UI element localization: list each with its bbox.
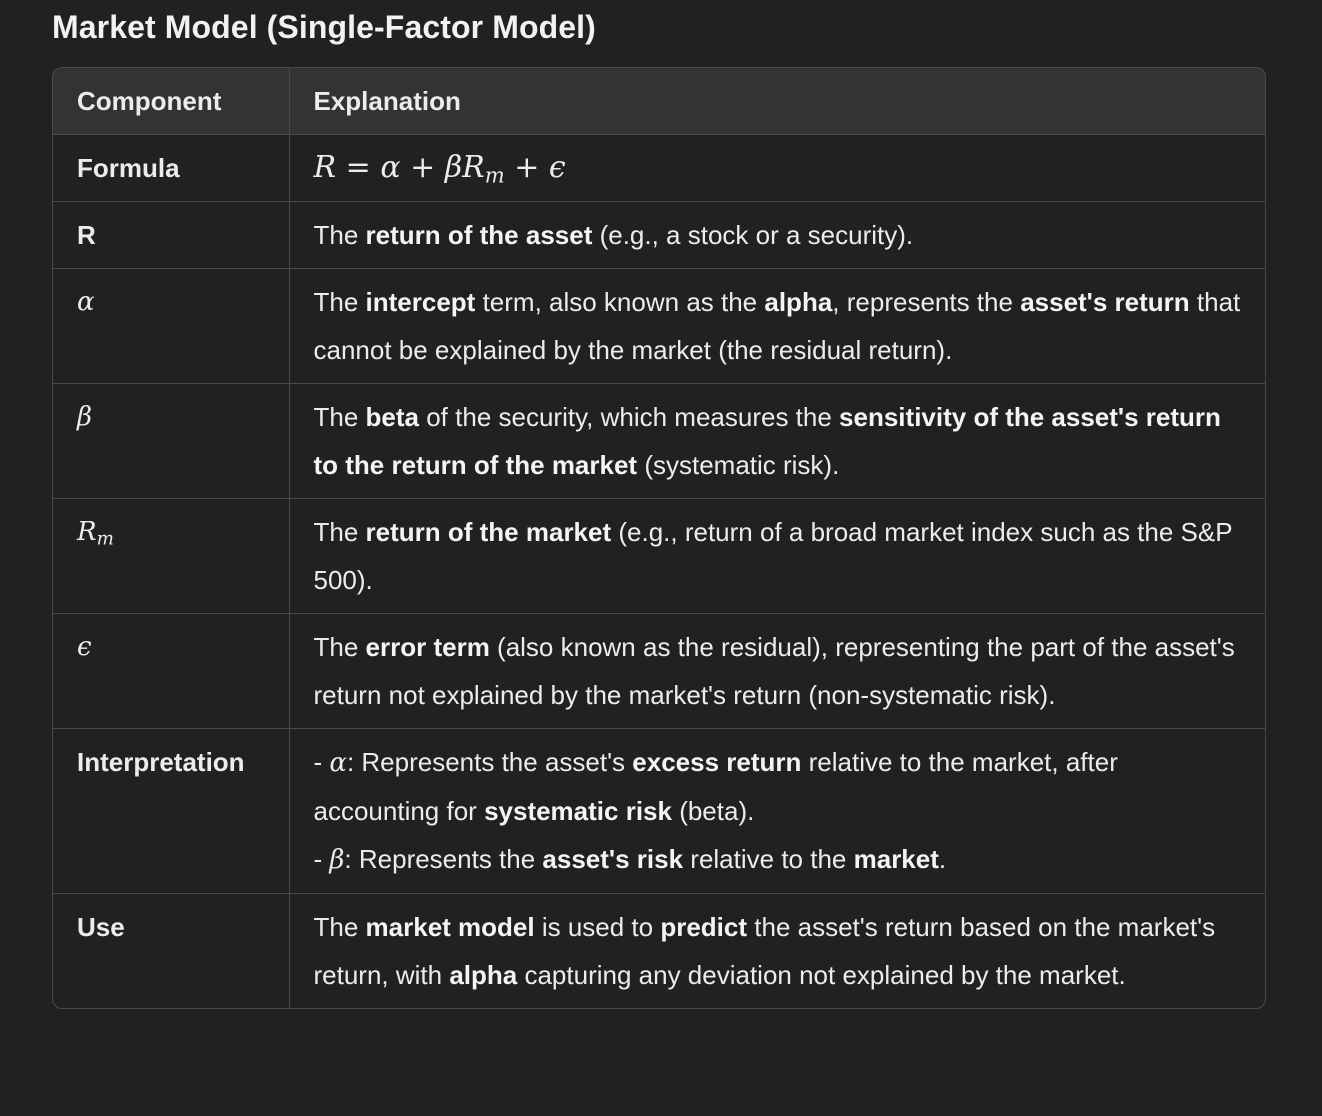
text-span: term, also known as the (475, 287, 765, 317)
beta-symbol: β (329, 845, 345, 875)
bold-text: return of the asset (365, 220, 593, 250)
text-span: The (313, 517, 366, 547)
cell-beta-explanation: The beta of the security, which measures… (288, 383, 1265, 499)
bold-text: sensitivity of the asset's return to the… (313, 402, 1221, 480)
text-span: The (313, 402, 366, 432)
cell-epsilon-label: ϵ (53, 613, 289, 729)
text-span: of the security, which measures the (419, 402, 840, 432)
formula-epsilon: ϵ (548, 150, 566, 185)
cell-rm-explanation: The return of the market (e.g., return o… (288, 498, 1265, 614)
interpretation-line-alpha: - α: Represents the asset's excess retur… (314, 738, 1242, 835)
header-component: Component (53, 68, 289, 135)
page-title: Market Model (Single-Factor Model) (52, 9, 596, 45)
bold-text: asset's return (1020, 287, 1190, 317)
table-row-r: R The return of the asset (e.g., a stock… (53, 201, 1265, 269)
text-span: that cannot be explained by the market (… (313, 287, 1241, 365)
text-span: (e.g., return of a broad market index su… (313, 517, 1233, 595)
formula-expression: R = α + βRm + ϵ (313, 150, 566, 188)
cell-alpha-label: α (53, 268, 289, 384)
bold-text: predict (660, 912, 748, 942)
page: Market Model (Single-Factor Model) Compo… (52, 0, 1266, 1009)
table-header-row: Component Explanation (53, 68, 1265, 135)
rm-label-base: R (77, 517, 97, 547)
cell-interpretation-explanation: - α: Represents the asset's excess retur… (288, 728, 1265, 894)
bold-text: excess return (632, 747, 802, 777)
text-span: capturing any deviation not explained by… (517, 960, 1126, 990)
cell-use-explanation: The market model is used to predict the … (288, 893, 1265, 1008)
text-span: (also known as the residual), representi… (313, 632, 1235, 710)
text-span: relative to the market, after accounting… (313, 747, 1118, 826)
text-span: The (313, 287, 366, 317)
formula-rm-base: R (462, 150, 485, 185)
text-span: , represents the (832, 287, 1021, 317)
table-row-interpretation: Interpretation - α: Represents the asset… (53, 728, 1265, 894)
text-span: . (938, 844, 947, 874)
cell-formula-label: Formula (53, 134, 289, 202)
cell-use-label: Use (53, 893, 289, 1008)
table-row-alpha: α The intercept term, also known as the … (53, 268, 1265, 384)
text-span: is used to (534, 912, 661, 942)
cell-r-explanation: The return of the asset (e.g., a stock o… (288, 201, 1265, 269)
cell-epsilon-explanation: The error term (also known as the residu… (288, 613, 1265, 729)
bold-text: beta (365, 402, 419, 432)
text-span: : Represents the asset's (346, 747, 633, 777)
interpretation-line-beta: - β: Represents the asset's risk relativ… (314, 835, 1242, 884)
bold-text: return of the market (365, 517, 612, 547)
formula-rm-sub: m (484, 163, 505, 188)
cell-beta-label: β (53, 383, 289, 499)
component-table: Component Explanation Formula R = α + βR… (52, 67, 1266, 1009)
formula-alpha: α (380, 150, 401, 185)
text-span: : Represents the (344, 844, 543, 874)
formula-plus: + (410, 150, 436, 185)
text-span: (systematic risk). (637, 450, 840, 480)
text-span: the asset's return based on the market's… (313, 912, 1216, 990)
text-span: (beta). (671, 796, 755, 826)
formula-plus: + (514, 150, 540, 185)
cell-interpretation-label: Interpretation (53, 728, 289, 894)
bold-text: systematic risk (484, 796, 672, 826)
formula-lhs: R (313, 150, 337, 185)
formula-beta: β (444, 150, 463, 185)
table: Component Explanation Formula R = α + βR… (53, 68, 1265, 1008)
formula-equals: = (345, 150, 371, 185)
table-row-formula: Formula R = α + βRm + ϵ (53, 134, 1265, 202)
alpha-symbol: α (329, 748, 347, 778)
table-row-beta: β The beta of the security, which measur… (53, 383, 1265, 499)
cell-alpha-explanation: The intercept term, also known as the al… (288, 268, 1265, 384)
bold-text: error term (365, 632, 490, 662)
text-span: - (313, 844, 330, 874)
table-row-epsilon: ϵ The error term (also known as the resi… (53, 613, 1265, 729)
cell-rm-label: Rm (53, 498, 289, 614)
text-span: - (313, 747, 330, 777)
text-span: The (313, 632, 366, 662)
bold-text: market model (365, 912, 535, 942)
table-row-use: Use The market model is used to predict … (53, 893, 1265, 1008)
bold-text: alpha (449, 960, 518, 990)
cell-formula-expression: R = α + βRm + ϵ (288, 134, 1265, 202)
rm-label-sub: m (96, 528, 114, 550)
text-span: The (313, 220, 366, 250)
bold-text: asset's risk (542, 844, 684, 874)
header-explanation: Explanation (288, 68, 1265, 135)
table-row-rm: Rm The return of the market (e.g., retur… (53, 498, 1265, 614)
text-span: (e.g., a stock or a security). (592, 220, 914, 250)
cell-r-label: R (53, 201, 289, 269)
text-span: relative to the (683, 844, 854, 874)
bold-text: market (853, 844, 939, 874)
text-span: The (313, 912, 366, 942)
bold-text: alpha (764, 287, 833, 317)
bold-text: intercept (365, 287, 476, 317)
